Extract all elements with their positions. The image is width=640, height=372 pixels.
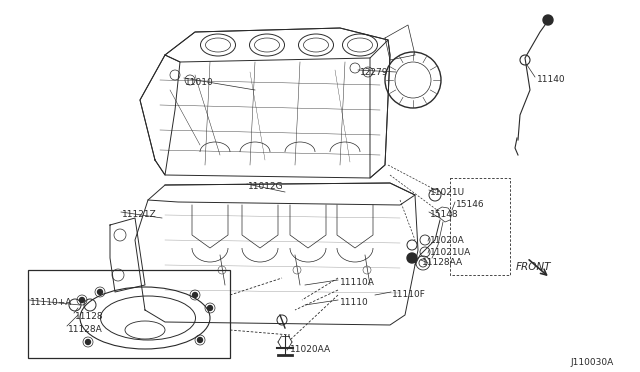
Text: 11140: 11140 xyxy=(537,75,566,84)
Text: 15146: 15146 xyxy=(456,200,484,209)
Text: 12279: 12279 xyxy=(360,68,388,77)
Text: 11128A: 11128A xyxy=(68,325,103,334)
Text: 11128AA: 11128AA xyxy=(422,258,463,267)
Text: 11110A: 11110A xyxy=(340,278,375,287)
Bar xyxy=(28,270,230,358)
Text: 15148: 15148 xyxy=(430,210,459,219)
Circle shape xyxy=(97,289,102,295)
Circle shape xyxy=(543,15,553,25)
Circle shape xyxy=(407,253,417,263)
Text: 11010: 11010 xyxy=(185,78,214,87)
Text: 11020AA: 11020AA xyxy=(290,345,331,354)
Text: 11020A: 11020A xyxy=(430,236,465,245)
Text: 11012G: 11012G xyxy=(248,182,284,191)
Circle shape xyxy=(198,337,202,343)
Text: 11021U: 11021U xyxy=(430,188,465,197)
Circle shape xyxy=(193,292,198,298)
Text: 11110+A: 11110+A xyxy=(30,298,72,307)
Text: 11021UA: 11021UA xyxy=(430,248,471,257)
Text: 11110: 11110 xyxy=(340,298,369,307)
Text: 11128: 11128 xyxy=(75,312,104,321)
Circle shape xyxy=(207,305,212,311)
Text: 11110F: 11110F xyxy=(392,290,426,299)
Circle shape xyxy=(86,340,90,344)
Text: 11121Z: 11121Z xyxy=(122,210,157,219)
Text: J110030A: J110030A xyxy=(570,358,613,367)
Text: FRONT: FRONT xyxy=(516,262,552,272)
Circle shape xyxy=(79,298,84,302)
